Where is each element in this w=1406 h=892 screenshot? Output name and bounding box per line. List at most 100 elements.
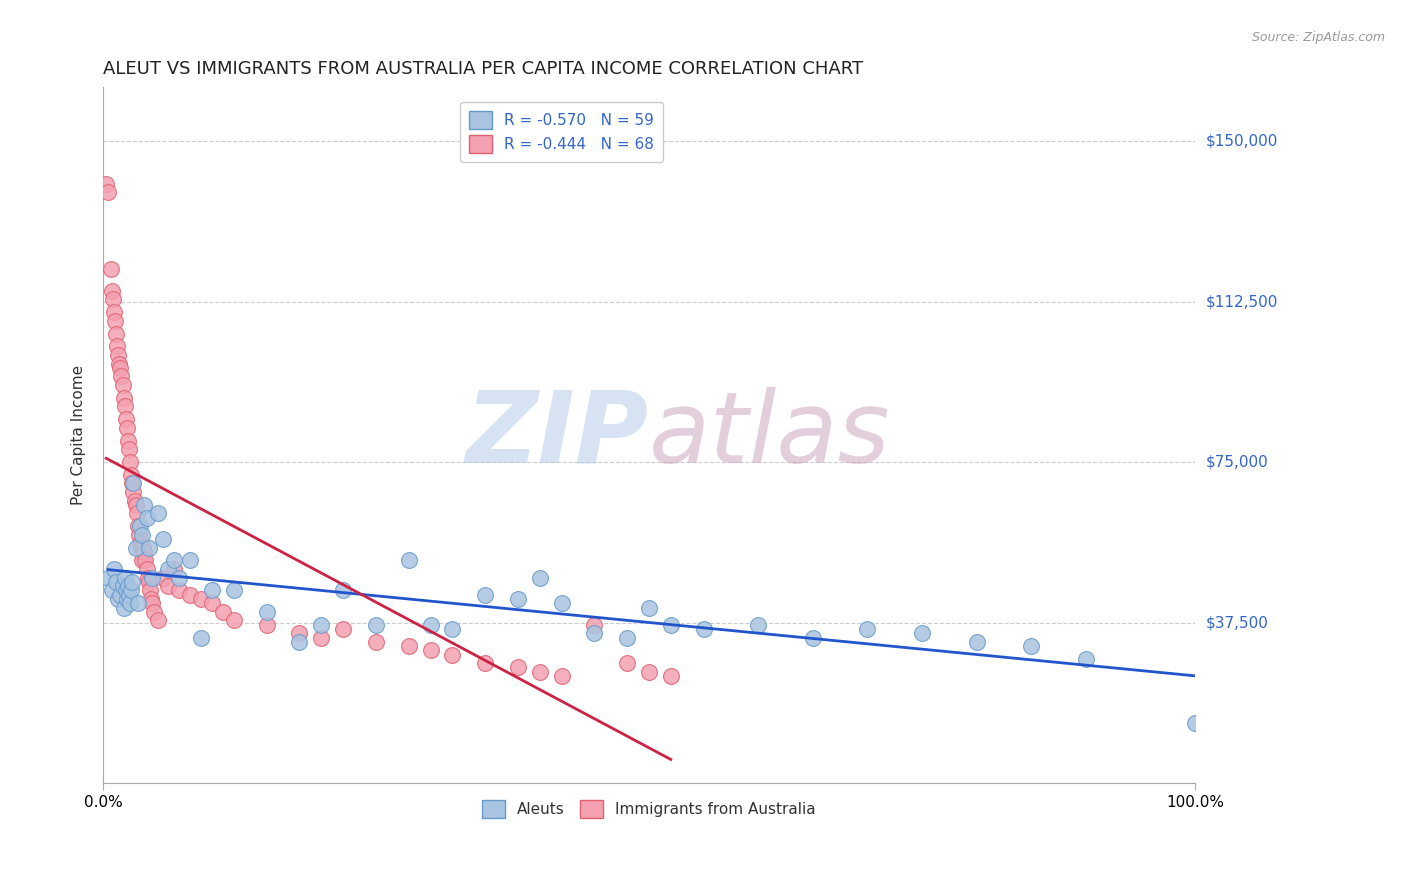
Point: [128, 528, 150, 542]
Point: [747, 617, 769, 632]
Point: [332, 583, 354, 598]
Point: [169, 583, 191, 598]
Point: [110, 360, 132, 375]
Point: [114, 571, 136, 585]
Text: $112,500: $112,500: [1206, 294, 1278, 309]
Point: [222, 614, 245, 628]
Point: [132, 541, 155, 555]
Point: [550, 596, 572, 610]
Text: ZIP: ZIP: [465, 387, 650, 483]
Point: [179, 588, 201, 602]
Point: [157, 562, 180, 576]
Point: [638, 600, 661, 615]
Point: [856, 622, 879, 636]
Point: [112, 600, 135, 615]
Point: [124, 493, 146, 508]
Point: [97, 571, 120, 585]
Point: [134, 498, 156, 512]
Point: [966, 634, 988, 648]
Point: [97, 186, 120, 200]
Point: [190, 592, 212, 607]
Point: [288, 626, 311, 640]
Point: [157, 579, 180, 593]
Point: [146, 614, 169, 628]
Point: [100, 583, 122, 598]
Point: [152, 532, 174, 546]
Point: [474, 656, 496, 670]
Point: [104, 314, 127, 328]
Point: [201, 596, 224, 610]
Point: [506, 660, 529, 674]
Point: [101, 293, 124, 307]
Point: [550, 669, 572, 683]
Point: [311, 617, 333, 632]
Point: [105, 339, 128, 353]
Point: [139, 592, 162, 607]
Point: [311, 631, 333, 645]
Text: ALEUT VS IMMIGRANTS FROM AUSTRALIA PER CAPITA INCOME CORRELATION CHART: ALEUT VS IMMIGRANTS FROM AUSTRALIA PER C…: [103, 60, 863, 78]
Point: [129, 536, 152, 550]
Point: [134, 553, 156, 567]
Point: [122, 476, 145, 491]
Point: [441, 648, 464, 662]
Text: atlas: atlas: [650, 387, 890, 483]
Point: [398, 639, 420, 653]
Point: [100, 284, 122, 298]
Point: [474, 588, 496, 602]
Point: [441, 622, 464, 636]
Point: [141, 596, 163, 610]
Point: [419, 617, 441, 632]
Point: [1074, 652, 1097, 666]
Point: [118, 442, 141, 457]
Point: [111, 378, 134, 392]
Point: [121, 574, 143, 589]
Point: [163, 553, 186, 567]
Point: [364, 634, 387, 648]
Point: [288, 634, 311, 648]
Point: [212, 605, 235, 619]
Point: [129, 519, 152, 533]
Point: [1184, 716, 1206, 731]
Point: [364, 617, 387, 632]
Point: [120, 467, 142, 482]
Point: [256, 605, 278, 619]
Point: [135, 562, 157, 576]
Point: [398, 553, 420, 567]
Point: [103, 562, 125, 576]
Point: [141, 571, 163, 585]
Point: [105, 326, 128, 341]
Point: [124, 498, 146, 512]
Point: [115, 421, 138, 435]
Point: [1019, 639, 1042, 653]
Point: [190, 631, 212, 645]
Point: [529, 665, 551, 679]
Point: [120, 583, 142, 598]
Point: [583, 617, 606, 632]
Point: [616, 631, 638, 645]
Point: [107, 348, 129, 362]
Point: [179, 553, 201, 567]
Point: [163, 562, 186, 576]
Point: [96, 177, 118, 191]
Point: [129, 541, 152, 555]
Point: [332, 622, 354, 636]
Point: [583, 626, 606, 640]
Point: [616, 656, 638, 670]
Text: Source: ZipAtlas.com: Source: ZipAtlas.com: [1251, 31, 1385, 45]
Point: [120, 596, 142, 610]
Point: [638, 665, 661, 679]
Point: [124, 541, 146, 555]
Point: [138, 574, 160, 589]
Point: [121, 476, 143, 491]
Point: [110, 588, 132, 602]
Point: [506, 592, 529, 607]
Text: $150,000: $150,000: [1206, 134, 1278, 148]
Point: [115, 412, 138, 426]
Point: [146, 507, 169, 521]
Point: [111, 579, 134, 593]
Point: [801, 631, 824, 645]
Point: [136, 571, 159, 585]
Point: [135, 510, 157, 524]
Point: [529, 571, 551, 585]
Point: [169, 571, 191, 585]
